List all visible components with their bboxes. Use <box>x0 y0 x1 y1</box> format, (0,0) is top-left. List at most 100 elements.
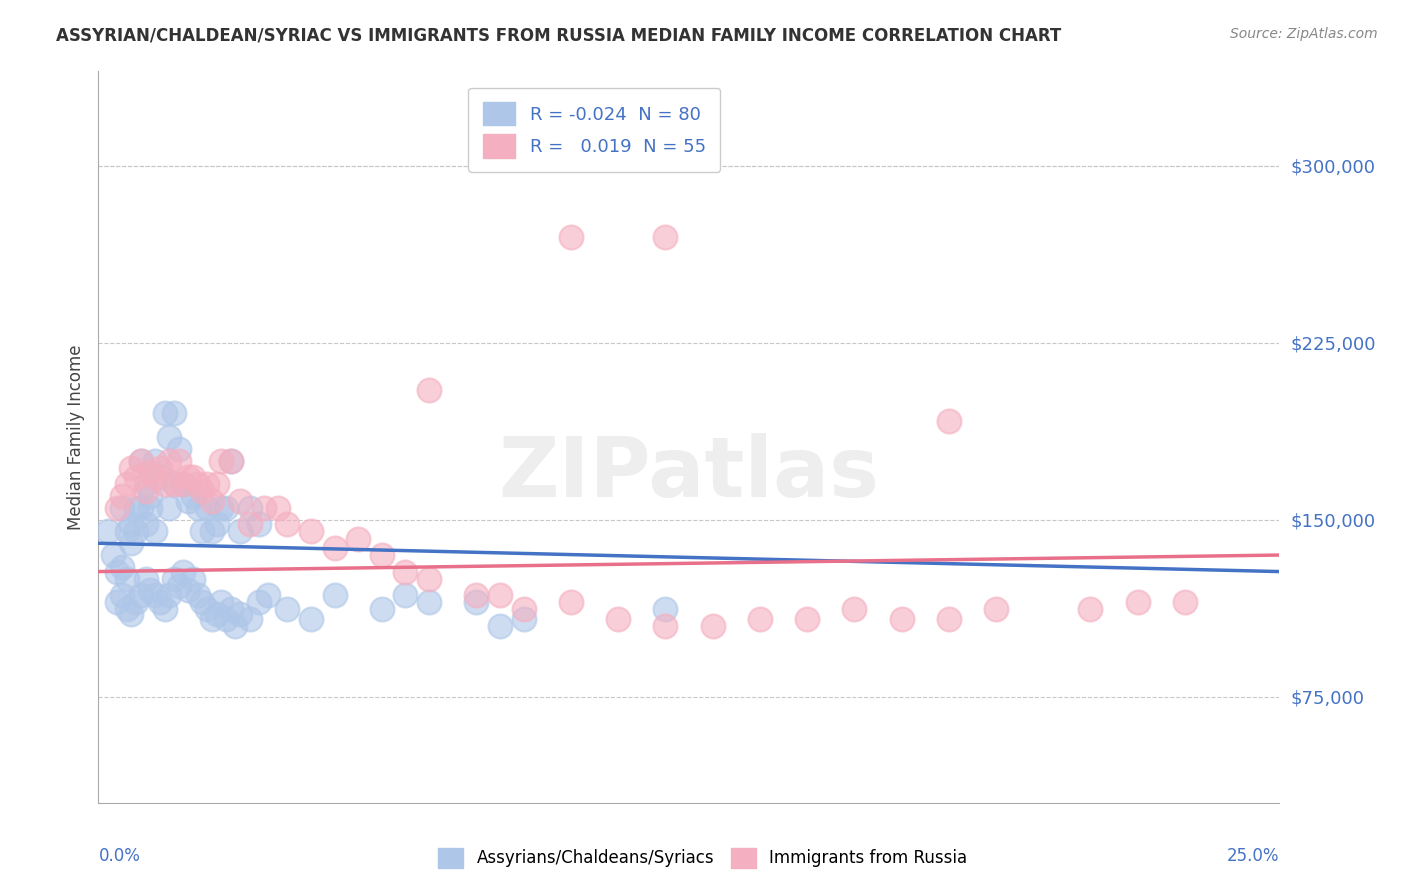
Point <box>229 524 252 539</box>
Point <box>187 588 209 602</box>
Point <box>97 524 120 539</box>
Point <box>157 500 180 515</box>
Point <box>465 588 488 602</box>
Point <box>984 602 1007 616</box>
Point <box>209 453 232 467</box>
Point <box>121 536 143 550</box>
Point <box>215 612 238 626</box>
Point <box>143 470 166 484</box>
Point <box>153 477 176 491</box>
Point <box>239 612 262 626</box>
Text: 25.0%: 25.0% <box>1227 847 1279 864</box>
Point <box>135 477 157 491</box>
Point <box>371 602 394 616</box>
Point <box>149 595 172 609</box>
Point <box>253 500 276 515</box>
Point <box>205 477 228 491</box>
Point <box>239 517 262 532</box>
Point <box>191 484 214 499</box>
Point <box>938 612 960 626</box>
Point <box>135 484 157 499</box>
Point <box>157 430 180 444</box>
Point <box>654 229 676 244</box>
Point <box>1126 595 1149 609</box>
Point <box>129 500 152 515</box>
Point <box>938 413 960 427</box>
Point <box>121 607 143 621</box>
Point <box>219 602 242 616</box>
Point <box>607 612 630 626</box>
Text: 0.0%: 0.0% <box>98 847 141 864</box>
Point <box>163 407 186 421</box>
Point <box>139 489 162 503</box>
Point <box>181 572 204 586</box>
Point <box>135 517 157 532</box>
Point <box>209 595 232 609</box>
Point <box>1174 595 1197 609</box>
Point <box>276 602 298 616</box>
Point <box>181 489 204 503</box>
Point <box>172 477 194 491</box>
Point <box>560 229 582 244</box>
Point <box>101 548 124 562</box>
Point <box>187 477 209 491</box>
Point <box>177 493 200 508</box>
Point <box>418 572 440 586</box>
Point <box>323 541 346 555</box>
Point <box>465 595 488 609</box>
Point <box>224 619 246 633</box>
Point <box>394 588 416 602</box>
Point <box>149 460 172 475</box>
Point <box>191 524 214 539</box>
Point <box>489 619 512 633</box>
Point <box>153 407 176 421</box>
Point <box>215 500 238 515</box>
Point <box>654 602 676 616</box>
Point <box>219 453 242 467</box>
Point <box>219 453 242 467</box>
Point <box>187 500 209 515</box>
Legend: Assyrians/Chaldeans/Syriacs, Immigrants from Russia: Assyrians/Chaldeans/Syriacs, Immigrants … <box>432 841 974 875</box>
Point <box>209 500 232 515</box>
Point <box>163 572 186 586</box>
Point <box>163 477 186 491</box>
Point <box>115 572 138 586</box>
Point <box>257 588 280 602</box>
Point <box>229 493 252 508</box>
Point <box>1080 602 1102 616</box>
Text: ASSYRIAN/CHALDEAN/SYRIAC VS IMMIGRANTS FROM RUSSIA MEDIAN FAMILY INCOME CORRELAT: ASSYRIAN/CHALDEAN/SYRIAC VS IMMIGRANTS F… <box>56 27 1062 45</box>
Point <box>139 500 162 515</box>
Point <box>418 383 440 397</box>
Point <box>125 470 148 484</box>
Point <box>111 559 134 574</box>
Legend: R = -0.024  N = 80, R =   0.019  N = 55: R = -0.024 N = 80, R = 0.019 N = 55 <box>468 87 720 172</box>
Point <box>890 612 912 626</box>
Point <box>512 602 534 616</box>
Point <box>205 607 228 621</box>
Point <box>125 500 148 515</box>
Point <box>201 524 224 539</box>
Point <box>796 612 818 626</box>
Point <box>143 453 166 467</box>
Point <box>247 517 270 532</box>
Text: Source: ZipAtlas.com: Source: ZipAtlas.com <box>1230 27 1378 41</box>
Point <box>172 477 194 491</box>
Point <box>323 588 346 602</box>
Point <box>299 612 322 626</box>
Point <box>844 602 866 616</box>
Point <box>125 524 148 539</box>
Point <box>167 579 190 593</box>
Point <box>201 493 224 508</box>
Point <box>111 500 134 515</box>
Point <box>702 619 724 633</box>
Point <box>167 453 190 467</box>
Point <box>153 602 176 616</box>
Point <box>157 453 180 467</box>
Point <box>205 517 228 532</box>
Point <box>139 583 162 598</box>
Point <box>143 524 166 539</box>
Point <box>195 500 218 515</box>
Point <box>347 532 370 546</box>
Point <box>418 595 440 609</box>
Point <box>157 588 180 602</box>
